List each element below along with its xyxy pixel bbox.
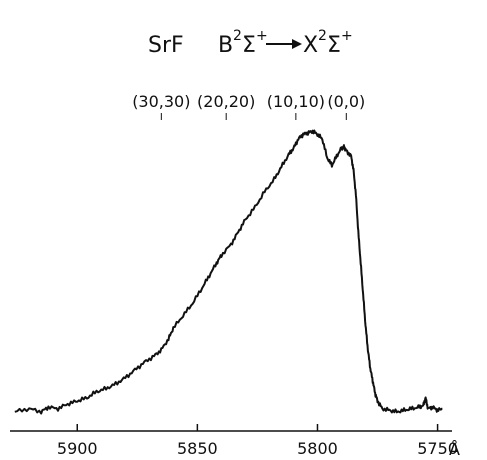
band-head-label: (0,0) bbox=[327, 92, 365, 111]
title-lower-sigma: Σ bbox=[327, 33, 341, 58]
title-upper-sigma: Σ bbox=[242, 33, 256, 58]
title-upper-state: B bbox=[218, 33, 233, 58]
title-lower-superscript: 2 bbox=[318, 28, 327, 44]
band-head-annotations: (30,30) (20,20) (10,10) (0,0) bbox=[132, 92, 365, 120]
transition-arrow-icon bbox=[266, 39, 302, 49]
chart-title: SrF B 2 Σ + X 2 Σ + bbox=[148, 28, 353, 58]
title-upper-sigma-superscript: + bbox=[256, 28, 268, 44]
x-axis: 5900 5850 5800 5750 Å bbox=[10, 424, 460, 459]
title-upper-superscript: 2 bbox=[233, 28, 242, 44]
title-molecule: SrF bbox=[148, 33, 184, 58]
band-head-label: (30,30) bbox=[132, 92, 190, 111]
title-lower-sigma-superscript: + bbox=[341, 28, 353, 44]
title-lower-state: X bbox=[303, 33, 318, 58]
x-tick-label: 5900 bbox=[57, 439, 98, 458]
x-axis-ticks: 5900 5850 5800 5750 bbox=[57, 424, 458, 458]
x-axis-unit: Å bbox=[449, 440, 460, 459]
x-tick-label: 5850 bbox=[177, 439, 218, 458]
x-tick-label: 5750 bbox=[417, 439, 458, 458]
band-head-label: (20,20) bbox=[197, 92, 255, 111]
spectrum-trace bbox=[14, 129, 443, 415]
band-head-label: (10,10) bbox=[267, 92, 325, 111]
x-tick-label: 5800 bbox=[297, 439, 338, 458]
